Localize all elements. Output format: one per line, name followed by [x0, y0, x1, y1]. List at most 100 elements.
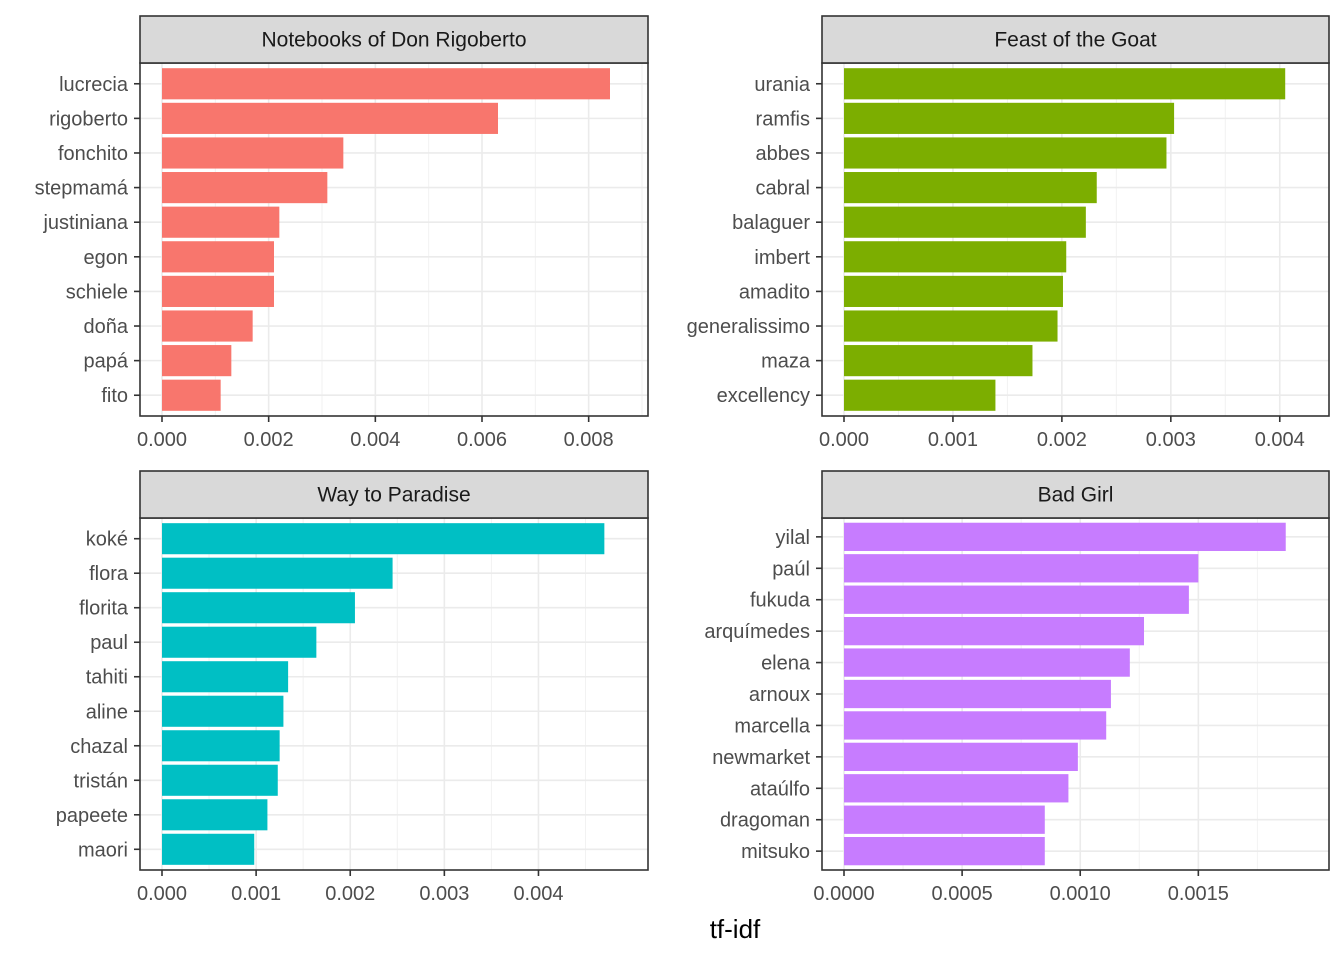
x-tick-label: 0.0010 — [1050, 883, 1111, 905]
x-tick-label: 0.008 — [564, 429, 614, 451]
bar-chazal — [162, 730, 280, 762]
bar-fukuda — [844, 585, 1189, 614]
facet-title: Way to Paradise — [317, 484, 470, 507]
bar-arquímedes — [844, 617, 1145, 646]
x-tick-label: 0.003 — [419, 883, 469, 905]
x-tick-label: 0.004 — [513, 883, 563, 905]
y-tick-label: arnoux — [749, 684, 810, 706]
y-tick-label: maori — [78, 839, 128, 861]
bar-egon — [162, 241, 274, 273]
y-tick-label: balaguer — [732, 212, 810, 234]
bar-tahiti — [162, 661, 289, 693]
bar-tristán — [162, 764, 278, 796]
y-tick-label: dragoman — [720, 810, 810, 832]
y-tick-label: arquímedes — [704, 621, 810, 643]
facet-strip — [821, 15, 1330, 64]
x-tick-label: 0.003 — [1146, 429, 1196, 451]
bar-mitsuko — [844, 837, 1045, 866]
facet-title: Feast of the Goat — [994, 29, 1156, 52]
bar-schiele — [162, 275, 274, 307]
facet-panel: Bad Girl yilal paúl fukuda arquímedes elena ar… — [704, 470, 1330, 905]
bar-marcella — [844, 711, 1107, 740]
x-tick-label: 0.000 — [819, 429, 869, 451]
bar-abbes — [844, 137, 1167, 169]
x-tick-label: 0.002 — [244, 429, 294, 451]
x-tick-label: 0.001 — [231, 883, 281, 905]
y-tick-label: paul — [90, 632, 128, 654]
y-tick-label: chazal — [70, 736, 128, 758]
y-tick-label: ataúlfo — [750, 778, 810, 800]
x-tick-label: 0.0005 — [932, 883, 993, 905]
bar-balaguer — [844, 206, 1086, 238]
bar-justiniana — [162, 206, 280, 238]
y-tick-label: fonchito — [58, 143, 128, 165]
bar-fonchito — [162, 137, 344, 169]
bar-arnoux — [844, 679, 1111, 709]
facet-title: Notebooks of Don Rigoberto — [262, 29, 527, 52]
x-tick-label: 0.000 — [137, 429, 187, 451]
x-tick-label: 0.001 — [928, 429, 978, 451]
y-tick-label: papá — [84, 351, 129, 373]
y-tick-label: papeete — [56, 805, 128, 827]
bar-imbert — [844, 241, 1067, 273]
facet-strip — [139, 470, 649, 519]
facet-panels: Notebooks of Don Rigoberto lucrecia rigobe… — [35, 15, 1330, 905]
bar-maza — [844, 345, 1033, 377]
x-tick-label: 0.0015 — [1168, 883, 1229, 905]
y-tick-label: fukuda — [750, 590, 811, 612]
bar-ramfis — [844, 102, 1175, 134]
facet-panel: Feast of the Goat urania ramfis abbes cabral… — [687, 15, 1330, 451]
x-tick-label: 0.004 — [1255, 429, 1305, 451]
y-tick-label: yilal — [776, 527, 810, 549]
y-tick-label: amadito — [739, 281, 810, 303]
facet-title: Bad Girl — [1038, 484, 1114, 507]
bar-excellency — [844, 379, 996, 411]
y-tick-label: florita — [79, 598, 129, 620]
y-tick-label: tahiti — [86, 667, 128, 689]
y-tick-label: rigoberto — [49, 108, 128, 130]
bar-generalissimo — [844, 310, 1058, 342]
facet-strip — [821, 470, 1330, 519]
y-tick-label: doña — [84, 316, 129, 338]
y-tick-label: marcella — [734, 715, 810, 737]
x-tick-label: 0.002 — [325, 883, 375, 905]
y-tick-label: fito — [101, 385, 128, 407]
y-tick-label: lucrecia — [59, 74, 129, 96]
y-tick-label: egon — [84, 247, 129, 269]
y-tick-label: abbes — [756, 143, 811, 165]
x-tick-label: 0.0000 — [813, 883, 874, 905]
y-tick-label: cabral — [756, 178, 810, 200]
x-tick-label: 0.006 — [457, 429, 507, 451]
y-tick-label: urania — [754, 74, 810, 96]
x-tick-label: 0.002 — [1037, 429, 1087, 451]
bar-papá — [162, 345, 232, 377]
bar-paúl — [844, 554, 1199, 583]
y-tick-label: excellency — [717, 385, 810, 407]
bar-florita — [162, 592, 355, 624]
y-tick-label: schiele — [66, 281, 128, 303]
y-tick-label: mitsuko — [741, 841, 810, 863]
facet-panel: Notebooks of Don Rigoberto lucrecia rigobe… — [35, 15, 649, 451]
y-tick-label: stepmamá — [35, 178, 129, 200]
bar-amadito — [844, 275, 1063, 307]
bar-newmarket — [844, 742, 1078, 771]
y-tick-label: justiniana — [42, 212, 128, 234]
bar-urania — [844, 68, 1286, 100]
bar-stepmamá — [162, 172, 328, 204]
bar-ataúlfo — [844, 774, 1069, 803]
bar-maori — [162, 833, 255, 865]
facet-strip — [139, 15, 649, 64]
y-tick-label: ramfis — [756, 108, 810, 130]
y-tick-label: generalissimo — [687, 316, 810, 338]
bar-elena — [844, 648, 1130, 677]
y-tick-label: maza — [761, 351, 811, 373]
bar-doña — [162, 310, 253, 342]
bar-dragoman — [844, 805, 1045, 834]
bar-cabral — [844, 172, 1097, 204]
y-tick-label: flora — [89, 563, 129, 585]
bar-koké — [162, 523, 605, 555]
bar-yilal — [844, 522, 1286, 551]
bar-rigoberto — [162, 102, 498, 134]
x-axis-title: tf-idf — [710, 914, 761, 944]
